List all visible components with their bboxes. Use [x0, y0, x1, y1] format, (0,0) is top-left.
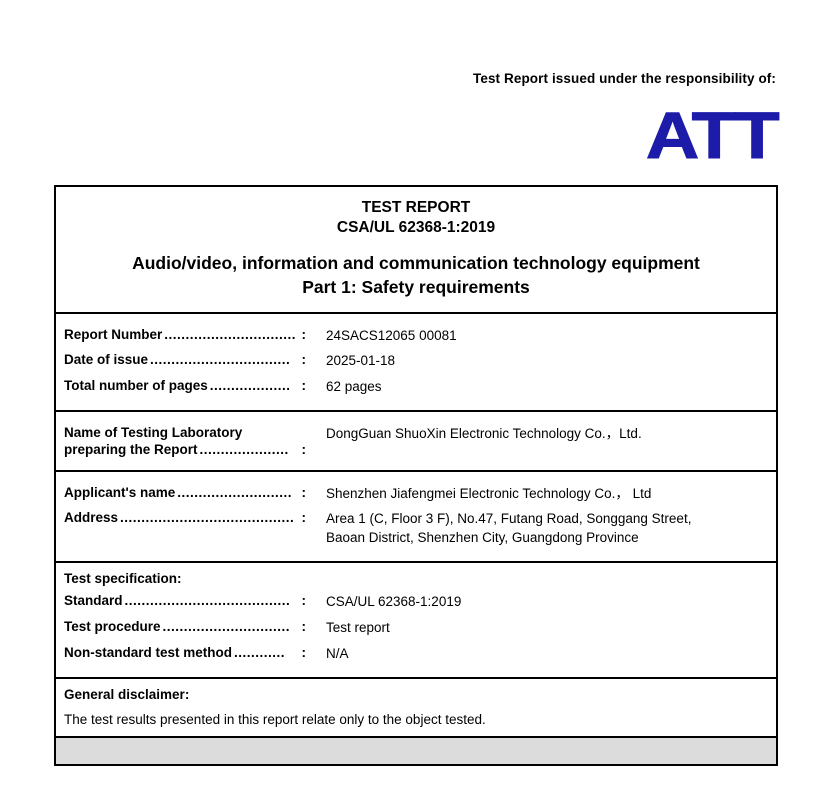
- test-specification-heading: Test specification:: [64, 570, 182, 586]
- label-text: Date of issue: [64, 352, 149, 368]
- label-text: Address: [64, 510, 119, 526]
- table-row: General disclaimer: The test results pre…: [55, 677, 777, 738]
- page-title: TEST REPORT: [361, 199, 471, 216]
- colon: :: [301, 510, 307, 526]
- applicant-section: Applicant's name .......................…: [55, 471, 777, 563]
- scope-title-line2: Part 1: Safety requirements: [302, 276, 530, 297]
- label-text: Standard: [64, 593, 123, 609]
- label-text-line2: preparing the Report: [64, 441, 198, 457]
- report-number-label: Report Number ..........................…: [56, 327, 308, 342]
- table-row: TEST REPORT CSA/UL 62368-1:2019 Audio/vi…: [55, 186, 777, 315]
- dot-leader: ............: [234, 644, 286, 660]
- total-pages-label: Total number of pages ..................…: [56, 378, 308, 393]
- test-specification-section: Test specification: Standard ...........…: [55, 561, 777, 679]
- non-standard-method-label: Non-standard test method ............ :: [56, 645, 308, 660]
- dot-leader: ...............................: [164, 326, 297, 342]
- laboratory-fields: Name of Testing Laboratory preparing the…: [56, 412, 776, 470]
- dot-leader: .....................: [199, 441, 289, 457]
- footer-gray-strip: [56, 737, 776, 764]
- colon: :: [301, 352, 307, 368]
- label-text: Applicant's name: [64, 484, 176, 500]
- date-of-issue-label: Date of issue ..........................…: [56, 352, 308, 367]
- test-report-table: TEST REPORT CSA/UL 62368-1:2019 Audio/vi…: [54, 185, 778, 766]
- dot-leader: .................................: [150, 352, 291, 368]
- field-total-pages: Total number of pages ..................…: [56, 374, 776, 400]
- testing-laboratory-label: Name of Testing Laboratory preparing the…: [56, 425, 308, 457]
- applicant-address-value: Area 1 (C, Floor 3 F), No.47, Futang Roa…: [308, 510, 776, 547]
- colon: :: [301, 441, 307, 457]
- address-line-1: Area 1 (C, Floor 3 F), No.47, Futang Roa…: [326, 511, 692, 527]
- address-line-2: Baoan District, Shenzhen City, Guangdong…: [326, 529, 639, 545]
- field-standard: Standard ...............................…: [56, 590, 776, 616]
- label-text: Test procedure: [64, 619, 161, 635]
- table-row: Name of Testing Laboratory preparing the…: [55, 411, 777, 473]
- test-procedure-label: Test procedure .........................…: [56, 619, 308, 634]
- report-info-fields: Report Number ..........................…: [56, 314, 776, 410]
- field-date-of-issue: Date of issue ..........................…: [56, 349, 776, 375]
- field-applicant-name: Applicant's name .......................…: [56, 481, 776, 507]
- applicant-fields: Applicant's name .......................…: [56, 472, 776, 561]
- table-row: Test specification: Standard ...........…: [55, 561, 777, 679]
- colon: :: [301, 644, 307, 660]
- att-logo-text: ATT: [645, 98, 780, 172]
- field-test-procedure: Test procedure .........................…: [56, 616, 776, 642]
- table-row: [55, 737, 777, 765]
- date-of-issue-value: 2025-01-18: [326, 353, 396, 369]
- non-standard-method-value: N/A: [326, 645, 349, 661]
- field-non-standard-method: Non-standard test method ............ : …: [56, 641, 776, 667]
- test-procedure-value: Test report: [326, 620, 390, 636]
- disclaimer-heading: General disclaimer:: [64, 686, 190, 702]
- testing-laboratory-value: DongGuan ShuoXin Electronic Technology C…: [326, 425, 642, 441]
- att-logo: ATT: [645, 102, 780, 174]
- test-specification-fields: Standard ...............................…: [56, 588, 776, 677]
- responsibility-statement: Test Report issued under the responsibil…: [473, 71, 776, 86]
- dot-leader: ...................: [209, 377, 291, 393]
- title-section: TEST REPORT CSA/UL 62368-1:2019 Audio/vi…: [55, 186, 777, 315]
- label-text: Report Number: [64, 326, 163, 342]
- label-text-line1: Name of Testing Laboratory: [64, 424, 243, 440]
- field-report-number: Report Number ..........................…: [56, 323, 776, 349]
- standard-title: CSA/UL 62368-1:2019: [336, 219, 496, 237]
- field-testing-laboratory: Name of Testing Laboratory preparing the…: [56, 421, 776, 460]
- applicant-address-label: Address ................................…: [56, 510, 308, 525]
- field-applicant-address: Address ................................…: [56, 507, 776, 551]
- colon: :: [301, 593, 307, 609]
- testing-laboratory-section: Name of Testing Laboratory preparing the…: [55, 411, 777, 473]
- label-text-line2-wrap: preparing the Report ...................…: [64, 442, 308, 457]
- table-row: Applicant's name .......................…: [55, 471, 777, 563]
- dot-leader: .......................................: [124, 593, 291, 609]
- standard-value: CSA/UL 62368-1:2019: [326, 594, 462, 610]
- standard-label: Standard ...............................…: [56, 593, 308, 608]
- dot-leader: ........................................…: [120, 510, 295, 526]
- colon: :: [301, 377, 307, 393]
- colon: :: [301, 619, 307, 635]
- scope-title-line1: Audio/video, information and communicati…: [132, 252, 700, 273]
- total-pages-value: 62 pages: [326, 378, 382, 394]
- colon: :: [301, 484, 307, 500]
- colon: :: [301, 326, 307, 342]
- label-text: Non-standard test method: [64, 644, 233, 660]
- document-header: Test Report issued under the responsibil…: [0, 0, 839, 185]
- disclaimer-section: General disclaimer: The test results pre…: [55, 677, 777, 738]
- report-info-section: Report Number ..........................…: [55, 313, 777, 413]
- report-title-block: TEST REPORT CSA/UL 62368-1:2019 Audio/vi…: [56, 187, 776, 312]
- dot-leader: ..............................: [162, 619, 291, 635]
- footer-strip-section: [55, 737, 777, 765]
- applicant-name-label: Applicant's name .......................…: [56, 485, 308, 500]
- table-row: Report Number ..........................…: [55, 313, 777, 413]
- disclaimer-text: The test results presented in this repor…: [64, 711, 486, 727]
- report-number-value: 24SACS12065 00081: [326, 327, 457, 343]
- applicant-name-value: Shenzhen Jiafengmei Electronic Technolog…: [326, 485, 652, 501]
- label-text: Total number of pages: [64, 377, 208, 393]
- dot-leader: ...........................: [177, 484, 293, 500]
